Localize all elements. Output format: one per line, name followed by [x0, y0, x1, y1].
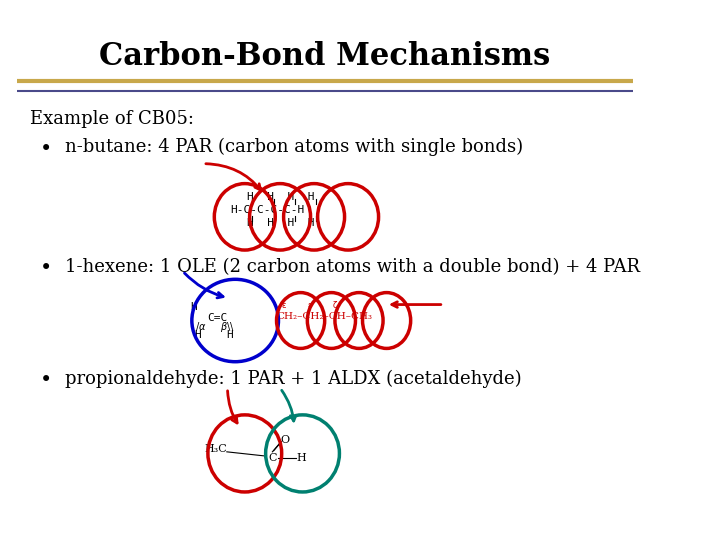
Text: •: • [40, 140, 52, 159]
Text: C: C [268, 453, 276, 463]
Text: H₃C: H₃C [204, 444, 228, 454]
Text: C=C: C=C [207, 313, 228, 323]
Text: ε: ε [307, 301, 312, 310]
Text: H: H [194, 330, 202, 340]
Text: H: H [227, 330, 233, 340]
Text: •: • [40, 259, 52, 278]
Text: Example of CB05:: Example of CB05: [30, 111, 194, 129]
Text: O: O [280, 435, 289, 444]
Text: 1-hexene: 1 OLE (2 carbon atoms with a double bond) + 4 PAR: 1-hexene: 1 OLE (2 carbon atoms with a d… [65, 258, 640, 276]
Text: CH₂–CH₂–CH–CH₃: CH₂–CH₂–CH–CH₃ [277, 312, 373, 321]
Text: /$\alpha$: /$\alpha$ [195, 320, 207, 333]
Text: ζ: ζ [333, 301, 338, 310]
Text: H: H [297, 453, 306, 463]
Text: H: H [190, 302, 197, 312]
Text: ε: ε [282, 301, 286, 310]
Text: n-butane: 4 PAR (carbon atoms with single bonds): n-butane: 4 PAR (carbon atoms with singl… [65, 138, 523, 157]
Text: H  H  H  H: H H H H [247, 192, 314, 201]
Text: •: • [40, 371, 52, 390]
Text: H-C-C-C-C-H: H-C-C-C-C-H [230, 205, 305, 215]
Text: Carbon-Bond Mechanisms: Carbon-Bond Mechanisms [99, 42, 551, 72]
Text: propionaldehyde: 1 PAR + 1 ALDX (acetaldehyde): propionaldehyde: 1 PAR + 1 ALDX (acetald… [65, 369, 522, 388]
Text: H  H  H  H: H H H H [247, 218, 314, 228]
Text: $\beta$\\: $\beta$\\ [220, 320, 235, 334]
